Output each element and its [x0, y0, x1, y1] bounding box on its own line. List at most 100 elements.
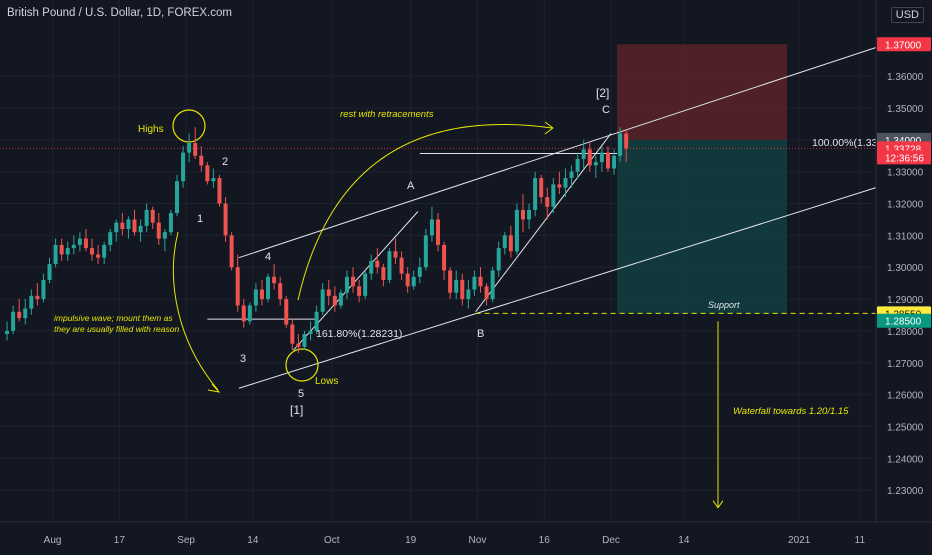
candle-body [460, 279, 465, 300]
candle-body [399, 257, 404, 274]
candle-body [581, 149, 586, 159]
candle-body [539, 178, 544, 198]
candle-body [259, 289, 264, 300]
candle-body [587, 149, 592, 166]
time-tick-label: Nov [469, 535, 487, 546]
candle-body [5, 330, 10, 335]
price-badge-label: 12:36:56 [885, 153, 924, 164]
time-axis-bg [0, 522, 932, 550]
grid [0, 0, 876, 522]
price-badge-label: 1.33728 [885, 144, 922, 155]
label-highs: Highs [138, 124, 164, 135]
candle-body [120, 222, 125, 230]
candle-body [448, 270, 453, 293]
waterfall-arrow-head [712, 500, 724, 509]
candles [5, 127, 629, 354]
candle-body [296, 343, 301, 347]
time-tick-label: Aug [44, 535, 62, 546]
label-impulsive-line: impulsive wave; mount them as [54, 313, 173, 323]
candle-body [266, 276, 271, 300]
price-tick-label: 1.29000 [887, 295, 924, 306]
candle-body [23, 308, 28, 319]
candle-body [284, 299, 289, 325]
time-tick-label: 11 [855, 535, 866, 546]
candle-body [545, 197, 550, 207]
price-tick-label: 1.30000 [887, 263, 924, 274]
candle-body [496, 248, 501, 271]
candle-body [332, 295, 337, 306]
leg-a-line [293, 211, 419, 351]
candle-body [290, 324, 295, 344]
candle-body [150, 209, 155, 223]
candle-body [241, 305, 246, 322]
candle-body [454, 279, 459, 293]
candle-body [65, 248, 70, 255]
candle-body [387, 251, 392, 280]
candle-body [393, 251, 398, 258]
candle-body [508, 235, 513, 252]
candle-body [217, 178, 222, 204]
candle-body [53, 244, 58, 265]
price-tick-label: 1.24000 [887, 454, 924, 465]
symbol-title[interactable]: British Pound / U.S. Dollar, 1D, FOREX.c… [7, 7, 232, 19]
candle-body [478, 276, 483, 287]
candle-body [132, 219, 137, 233]
time-axis[interactable]: Aug 17 Sep 14 Oct 19 Nov 16 Dec 14 2021 11 [0, 521, 932, 550]
candle-body [357, 286, 362, 296]
price-badge [877, 37, 931, 52]
candle-body [144, 209, 149, 226]
candle-body [29, 295, 34, 309]
channel-upper-line [238, 47, 877, 259]
price-axis[interactable]: 1.36000 1.35000 1.34000 1.33000 1.32000 1.310… [875, 0, 932, 550]
price-tick-label: 1.32000 [887, 200, 924, 211]
label-lows: Lows [315, 376, 338, 387]
candle-body [77, 238, 82, 245]
price-tick-label: 1.26000 [887, 391, 924, 402]
price-axis-bg [876, 0, 932, 550]
price-tick-label: 1.31000 [887, 231, 924, 242]
candle-body [612, 155, 617, 169]
candle-body [138, 225, 143, 233]
candle-body [575, 158, 580, 172]
candle-body [423, 235, 428, 268]
candle-body [126, 219, 131, 230]
candle-body [320, 289, 325, 312]
label-a: A [407, 180, 415, 192]
candle-body [108, 232, 113, 245]
candle-body [405, 273, 410, 287]
candle-body [253, 289, 258, 306]
candle-body [326, 289, 331, 296]
label-waterfall: Waterfall towards 1.20/1.15 [733, 406, 849, 417]
price-badge-label: 1.37000 [885, 40, 922, 51]
price-tick-label: 1.27000 [887, 359, 924, 370]
candle-body [199, 155, 204, 166]
candle-body [41, 279, 46, 300]
price-badge [877, 313, 931, 328]
currency-badge[interactable]: USD [890, 7, 924, 23]
price-tick-label: 1.35000 [887, 104, 924, 115]
stop-zone [617, 139, 788, 314]
candle-body [96, 254, 101, 258]
candle-body [102, 244, 107, 258]
candle-body [557, 184, 562, 188]
price-tick-label: 1.23000 [887, 486, 924, 497]
candle-body [351, 276, 356, 287]
candle-body [302, 334, 307, 347]
candle-body [442, 244, 447, 271]
candle-body [618, 133, 623, 156]
time-tick-label: 14 [678, 535, 690, 546]
candle-body [47, 264, 52, 280]
candle-body [563, 178, 568, 188]
candle-body [599, 152, 604, 163]
candle-body [363, 273, 368, 296]
candle-body [162, 232, 167, 239]
price-tick-label: 1.25000 [887, 422, 924, 433]
candle-body [156, 222, 161, 239]
target-zone [617, 44, 788, 140]
time-tick-label: Sep [177, 535, 195, 546]
price-tick-label: 1.36000 [887, 72, 924, 83]
curve-arrowhead-impulse [207, 383, 221, 393]
candle-body [520, 209, 525, 220]
